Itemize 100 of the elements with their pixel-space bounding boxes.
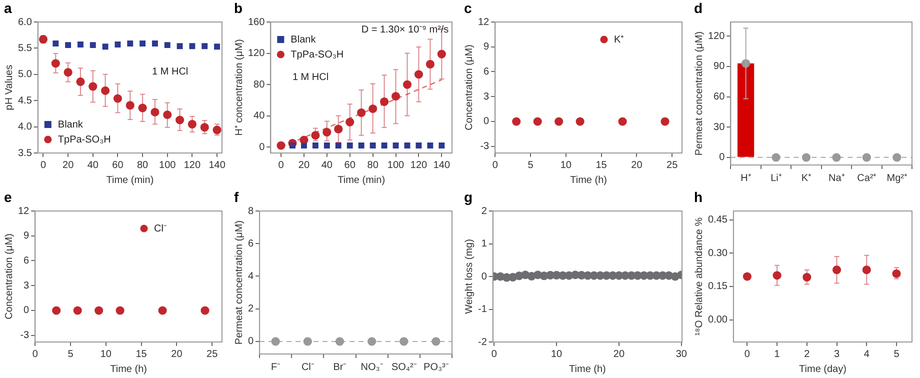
point [300,142,307,148]
y-axis-title: ¹⁸O Relative abundance % [694,217,705,336]
y-tick-label: 120 [708,30,726,42]
x-tick-label: 5 [68,348,74,360]
point [127,40,134,46]
point [78,42,84,48]
y-tick-label: -2 [478,336,488,348]
x-tick-label: PO₃³⁻ [424,362,450,373]
point [138,104,147,112]
x-tick-label: 25 [666,160,678,171]
x-axis-title: Time (day) [799,364,846,375]
x-tick-label: 100 [159,160,176,171]
x-tick-label: 5 [528,160,534,171]
point [276,141,286,150]
point [188,120,197,128]
y-tick-label: 0.15 [708,281,728,292]
y-tick-label: 8 [248,206,254,217]
point [126,101,134,110]
legend-label: Blank [58,119,84,130]
y-tick-label: 4 [248,270,254,282]
point [414,70,424,79]
x-tick-label: 10 [100,348,112,360]
y-tick-label: 5.0 [18,69,32,80]
point [346,118,354,126]
x-tick-label: Br⁻ [333,362,348,373]
chart-title: b [234,0,243,16]
point [370,142,376,148]
y-tick-label: 80 [254,79,266,90]
point [311,131,320,140]
y-tick-label: 0 [719,152,726,164]
x-tick-label: Cl⁻ [301,362,315,373]
y-tick-label: 6 [24,255,30,266]
point [88,82,98,91]
y-tick-label: 4.5 [18,95,32,106]
point [802,272,812,282]
y-axis-title: pH Values [4,64,15,110]
x-tick-label: 80 [136,160,149,171]
x-tick-label: 25 [206,348,218,360]
y-tick-label: 90 [714,61,726,72]
chart-title: e [4,188,12,205]
y-tick-label: 0 [24,305,30,316]
y-tick-label: 120 [248,48,266,60]
x-tick-label: 20 [298,160,310,171]
x-tick-label: SO₄²⁻ [391,362,418,373]
legend-label: Cl⁻ [154,223,168,234]
legend-label: Blank [290,34,317,46]
x-tick-label: 30 [676,348,688,360]
point [416,142,422,148]
point [404,142,410,148]
y-tick-label: 0 [484,116,490,128]
x-tick-label: 80 [367,160,379,171]
point [200,123,209,132]
x-tick-label: Li⁺ [770,172,782,184]
y-axis-title: Permeat concentration (μM) [234,220,245,345]
y-tick-label: 6 [484,66,490,78]
point [358,142,364,148]
x-tick-label: 10 [550,348,563,360]
point [324,142,330,148]
x-tick-label: 0 [744,348,750,360]
x-tick-label: Na⁺ [828,172,846,184]
x-tick-label: 120 [184,160,201,171]
y-tick-label: 5.5 [18,42,32,54]
x-axis-title: Time (h) [110,364,147,375]
point [335,142,342,148]
point [64,68,72,77]
point [102,44,108,50]
x-tick-label: 120 [410,160,428,171]
point [772,271,782,280]
y-axis-title: Weight loss (mg) [464,239,475,314]
x-tick-label: 4 [864,348,870,360]
point [322,128,332,137]
x-tick-label: Mg²⁺ [886,172,908,184]
point [140,40,146,46]
legend-label: TpPa-SO₃H [290,49,344,60]
point [381,142,388,148]
point [114,42,121,48]
y-tick-label: 2 [481,206,488,217]
x-axis-title: Time (h) [570,174,607,186]
x-tick-label: 1 [774,348,780,360]
x-tick-label: 20 [631,160,643,171]
y-tick-label: 3 [484,91,490,102]
point [402,80,412,89]
y-tick-label: 3 [24,280,30,292]
y-tick-label: 0.30 [708,248,728,259]
x-tick-label: 40 [321,160,333,171]
legend-label: TpPa-SO₃H [58,134,111,146]
x-tick-label: H⁺ [740,172,752,184]
y-tick-label: -3 [20,330,30,342]
y-tick-label: 0 [259,142,266,153]
chart-title: h [694,188,703,205]
y-tick-label: 0 [248,336,254,348]
y-tick-label: 0.45 [708,214,728,226]
x-axis-title: Time (min) [338,174,386,186]
point [290,142,296,148]
point [175,116,184,124]
x-tick-label: 100 [387,160,405,171]
point [152,40,158,46]
y-tick-label: 3.5 [18,148,32,159]
point [391,92,400,101]
y-tick-label: 6.0 [18,16,32,28]
